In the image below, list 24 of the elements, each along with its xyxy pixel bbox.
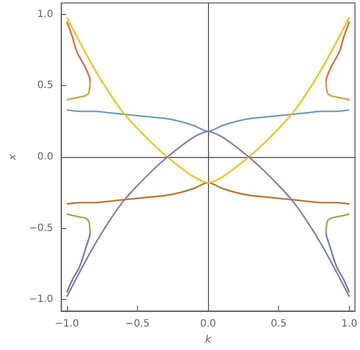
line-series bbox=[325, 213, 350, 234]
line-series bbox=[66, 80, 91, 101]
line-series bbox=[66, 130, 350, 298]
x-tick-label: −0.5 bbox=[125, 318, 150, 330]
x-tick-label: 0.0 bbox=[200, 318, 216, 330]
x-tick-label: 1.0 bbox=[341, 318, 358, 330]
line-series bbox=[66, 16, 350, 184]
y-tick-label: −0.5 bbox=[28, 222, 54, 234]
y-axis-title: x bbox=[8, 154, 18, 161]
x-tick-label: 0.5 bbox=[270, 318, 287, 330]
y-tick-label: 0.0 bbox=[37, 152, 54, 162]
line-series bbox=[325, 20, 350, 82]
y-tick-label: 0.5 bbox=[37, 80, 54, 92]
line-series bbox=[66, 20, 91, 82]
line-series bbox=[66, 182, 350, 205]
x-tick-label: −1.0 bbox=[54, 318, 79, 330]
line-series bbox=[66, 109, 350, 132]
line-series bbox=[325, 232, 350, 294]
line-series bbox=[66, 232, 91, 294]
x-axis-title: k bbox=[205, 334, 212, 346]
line-series bbox=[66, 213, 91, 234]
line-series bbox=[325, 80, 350, 101]
y-tick-label: 1.0 bbox=[37, 8, 54, 20]
y-tick-label: −1.0 bbox=[28, 294, 54, 306]
